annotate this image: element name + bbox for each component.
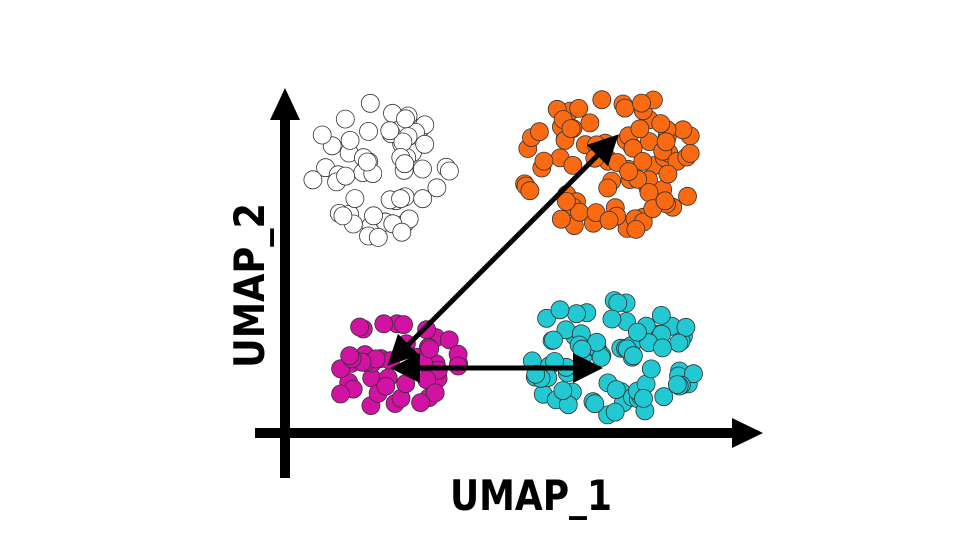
orange-cluster-point — [561, 119, 581, 139]
white-cluster-point — [312, 125, 332, 145]
cyan-cluster-point — [624, 346, 643, 366]
x-axis-label: UMAP_1 — [450, 471, 612, 520]
orange-cluster-point — [619, 162, 639, 182]
magenta-cluster-point — [420, 339, 440, 359]
magenta-cluster-point — [350, 317, 370, 337]
white-cluster-point — [413, 189, 433, 209]
distance-arrow-diagonal — [387, 134, 619, 366]
cyan-cluster-point — [676, 317, 696, 337]
orange-cluster-point — [534, 151, 554, 171]
white-cluster-point — [340, 130, 360, 150]
orange-cluster-point — [599, 210, 619, 230]
white-cluster-point — [360, 93, 380, 113]
cyan-cluster-point — [651, 305, 671, 325]
orange-cluster-point — [639, 183, 659, 202]
magenta-cluster-point — [425, 383, 445, 403]
cyan-cluster-point — [553, 381, 573, 401]
cyan-cluster-point — [585, 394, 605, 414]
white-cluster-point — [303, 170, 323, 190]
x-axis-arrowhead — [732, 418, 763, 448]
magenta-cluster-point — [331, 384, 351, 404]
orange-cluster-point — [598, 178, 618, 198]
cyan-cluster-point — [684, 364, 703, 384]
cyan-cluster-point — [572, 339, 592, 359]
cyan-cluster-point — [550, 300, 570, 320]
orange-cluster-point — [630, 119, 650, 139]
white-cluster-point — [368, 227, 388, 247]
orange-cluster-point — [656, 132, 676, 152]
magenta-cluster-point — [374, 314, 394, 334]
white-cluster-point — [392, 222, 412, 242]
orange-cluster-point — [569, 99, 589, 118]
orange-cluster-point — [520, 181, 540, 201]
orange-cluster-point — [626, 219, 646, 239]
cyan-cluster-point — [544, 330, 563, 350]
cyan-cluster-point — [669, 333, 689, 353]
orange-cluster-point — [655, 191, 675, 211]
cyan-cluster-point — [653, 338, 672, 358]
orange-cluster-point — [673, 120, 693, 140]
white-cluster-point — [335, 109, 355, 129]
white-cluster-point — [359, 121, 378, 141]
cyan-cluster-point — [602, 309, 622, 329]
orange-cluster-point — [633, 151, 653, 171]
white-cluster-point — [391, 189, 411, 209]
white-cluster-point — [395, 154, 415, 174]
magenta-cluster-point — [376, 376, 396, 396]
point-clusters — [303, 90, 703, 425]
white-cluster-point — [380, 121, 400, 141]
cyan-cluster-point — [608, 293, 628, 313]
cyan-cluster-point — [641, 359, 661, 379]
orange-cluster-point — [615, 98, 635, 118]
white-cluster-point — [439, 161, 459, 181]
orange-cluster-point — [592, 90, 612, 110]
white-cluster-point — [396, 109, 415, 129]
white-cluster-point — [357, 152, 377, 172]
cyan-cluster-point — [605, 402, 625, 422]
cyan-cluster-point — [654, 387, 674, 407]
white-cluster-point — [345, 189, 365, 209]
cyan-cluster-point — [628, 322, 647, 342]
orange-cluster-point — [530, 122, 549, 142]
white-cluster-point — [336, 166, 356, 186]
orange-cluster-point — [580, 113, 600, 133]
cyan-cluster-point — [634, 388, 653, 408]
orange-cluster-point — [551, 209, 571, 229]
magenta-cluster-point — [394, 315, 414, 335]
orange-cluster-point — [632, 93, 651, 113]
orange-cluster-point — [680, 143, 700, 163]
cyan-cluster-point — [667, 375, 687, 395]
magenta-cluster-point — [396, 374, 416, 394]
white-cluster-point — [333, 206, 353, 226]
white-cluster-point — [415, 134, 435, 154]
cyan-cluster-point — [567, 304, 586, 324]
y-axis-label: UMAP_2 — [225, 203, 274, 368]
orange-cluster-point — [678, 186, 697, 206]
y-axis-arrowhead — [270, 88, 300, 120]
white-cluster-point — [364, 206, 383, 226]
orange-cluster-point — [623, 138, 643, 158]
cyan-cluster-point — [606, 380, 626, 400]
orange-cluster-point — [651, 114, 671, 133]
orange-cluster-point — [658, 164, 678, 184]
white-cluster-point — [413, 159, 432, 179]
magenta-cluster-point — [340, 346, 360, 366]
magenta-cluster-point — [411, 393, 431, 413]
